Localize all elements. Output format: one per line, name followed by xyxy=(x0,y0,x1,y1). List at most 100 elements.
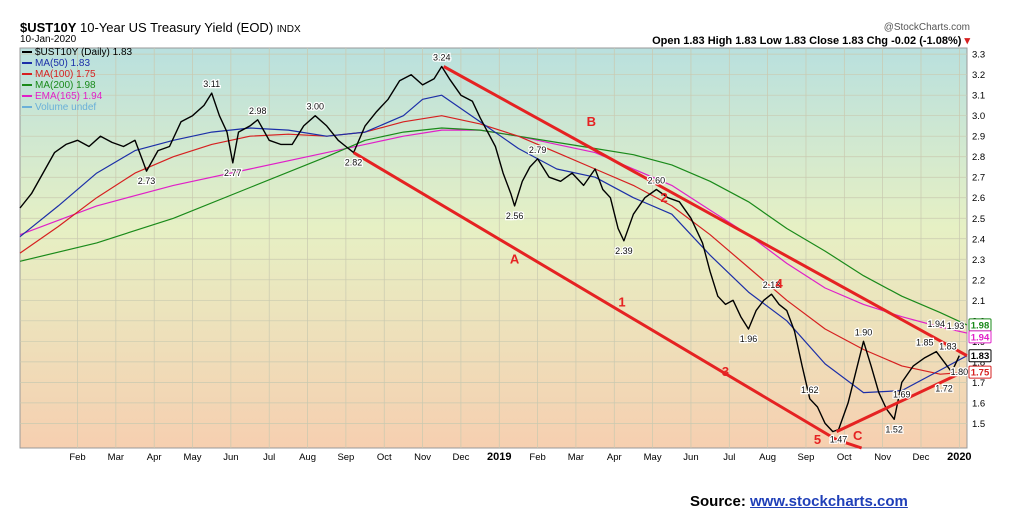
x-tick-label: Jul xyxy=(263,452,275,463)
y-tick-label: 3.2 xyxy=(972,70,985,81)
legend-item: MA(200) 1.98 xyxy=(22,80,132,91)
value-annotation: 1.85 xyxy=(916,338,934,348)
y-tick-label: 2.9 xyxy=(972,132,985,143)
value-annotation: 3.11 xyxy=(203,79,220,89)
legend-item: EMA(165) 1.94 xyxy=(22,91,132,102)
value-annotation: 3.00 xyxy=(306,102,324,112)
x-axis: Feb Mar Apr May Jun Jul Aug Sep Oct Nov Dec 2019 Feb… xyxy=(69,451,971,463)
legend-swatch xyxy=(22,62,32,65)
x-tick-label: Jul xyxy=(723,452,735,463)
y-tick-label: 1.5 xyxy=(972,419,985,430)
y-tick-label: 1.7 xyxy=(972,378,985,389)
price-tag-box xyxy=(968,349,992,363)
legend-label: MA(100) 1.75 xyxy=(35,69,96,80)
wave-label: 4 xyxy=(776,276,784,291)
x-tick-label: Mar xyxy=(568,452,584,463)
chart-date: 10-Jan-2020 xyxy=(20,34,77,45)
legend-item: $UST10Y (Daily) 1.83 xyxy=(22,47,132,58)
wave-label: B xyxy=(587,114,596,129)
value-annotation: 2.98 xyxy=(249,106,267,116)
wave-label: C xyxy=(853,428,863,443)
y-tick-label: 1.8 xyxy=(972,357,985,368)
x-tick-label: Apr xyxy=(147,452,162,463)
x-tick-label: Nov xyxy=(414,452,431,463)
y-tick-label: 1.6 xyxy=(972,398,985,409)
series-line xyxy=(19,127,968,326)
legend-label: MA(200) 1.98 xyxy=(35,80,96,91)
description: 10-Year US Treasury Yield (EOD) xyxy=(80,20,274,35)
x-tick-label: Oct xyxy=(377,452,392,463)
x-tick-label: Aug xyxy=(759,452,776,463)
trendline xyxy=(835,368,968,433)
series-lines xyxy=(19,65,968,433)
plot-background xyxy=(19,47,968,449)
value-annotation: 1.90 xyxy=(855,327,873,337)
x-tick-label: Dec xyxy=(913,452,930,463)
value-annotation: 1.62 xyxy=(801,385,819,395)
wave-label: 2 xyxy=(660,190,667,205)
x-tick-label: Sep xyxy=(337,452,354,463)
x-tick-label: Aug xyxy=(299,452,316,463)
value-annotation: 2.73 xyxy=(138,176,156,186)
y-tick-label: 2.6 xyxy=(972,193,985,204)
legend-label: EMA(165) 1.94 xyxy=(35,91,103,102)
wave-label: 1 xyxy=(618,294,625,309)
legend-swatch xyxy=(22,73,32,76)
y-tick-label: 2.4 xyxy=(972,234,985,245)
trendlines xyxy=(352,65,968,450)
price-tag-label: 1.94 xyxy=(971,332,990,343)
legend-swatch xyxy=(22,51,32,54)
legend-item: MA(100) 1.75 xyxy=(22,69,132,80)
x-tick-label: Feb xyxy=(529,452,545,463)
y-tick-label: 2.3 xyxy=(972,255,985,266)
price-tag-box xyxy=(968,330,992,344)
x-tick-label: Dec xyxy=(452,452,469,463)
y-tick-label: 2.2 xyxy=(972,275,985,286)
source-prefix: Source: xyxy=(690,493,751,510)
series-line xyxy=(19,129,968,334)
value-annotation: 2.60 xyxy=(648,176,666,186)
price-tag-label: 1.98 xyxy=(971,320,990,331)
x-tick-label: May xyxy=(184,452,202,463)
legend-item: Volume undef xyxy=(22,102,132,113)
x-tick-label: Nov xyxy=(874,452,891,463)
wave-label: A xyxy=(510,251,520,266)
value-annotation: 1.93 xyxy=(947,321,965,331)
value-annotation: 2.82 xyxy=(345,158,363,168)
trendline xyxy=(352,151,863,450)
price-tag-box xyxy=(968,365,992,379)
x-tick-label: Sep xyxy=(798,452,815,463)
value-annotation: 1.72 xyxy=(935,383,953,393)
y-tick-label: 2.7 xyxy=(972,173,985,184)
legend-label: MA(50) 1.83 xyxy=(35,58,91,69)
x-tick-label: Mar xyxy=(108,452,124,463)
value-annotations: 2.73 3.11 2.77 2.98 3.00 2.82 3.24 2.56 2.79 2.39… xyxy=(137,51,970,446)
value-annotation: 1.47 xyxy=(830,435,848,445)
value-annotation: 1.94 xyxy=(928,319,946,329)
x-tick-label: 2020 xyxy=(947,451,971,463)
legend-label: $UST10Y (Daily) 1.83 xyxy=(35,47,133,58)
y-tick-label: 2.1 xyxy=(972,296,985,307)
x-tick-label: Oct xyxy=(837,452,852,463)
y-tick-label: 3.3 xyxy=(972,50,985,61)
value-annotation: 3.24 xyxy=(433,52,451,62)
legend-swatch xyxy=(22,84,32,87)
y-tick-label: 3.1 xyxy=(972,91,985,102)
wave-label: 3 xyxy=(722,364,729,379)
trendline xyxy=(442,65,968,358)
x-tick-label: May xyxy=(644,452,662,463)
wave-labels: A B 1 2 3 4 5 C xyxy=(510,114,863,447)
value-annotation: 2.79 xyxy=(529,145,547,155)
source-line: Source: www.stockcharts.com xyxy=(690,493,908,510)
x-tick-label: 2019 xyxy=(487,451,511,463)
symbol: $UST10Y xyxy=(20,20,77,35)
ohlc-readout: Open 1.83 High 1.83 Low 1.83 Close 1.83 … xyxy=(652,35,970,47)
value-annotation: 2.77 xyxy=(224,168,242,178)
exchange: INDX xyxy=(276,24,301,35)
chart-title: $UST10Y 10-Year US Treasury Yield (EOD) … xyxy=(20,20,301,35)
legend: $UST10Y (Daily) 1.83 MA(50) 1.83 MA(100) 1… xyxy=(22,47,132,113)
source-link[interactable]: www.stockcharts.com xyxy=(750,493,908,510)
series-line xyxy=(19,94,968,394)
legend-swatch xyxy=(22,95,32,98)
